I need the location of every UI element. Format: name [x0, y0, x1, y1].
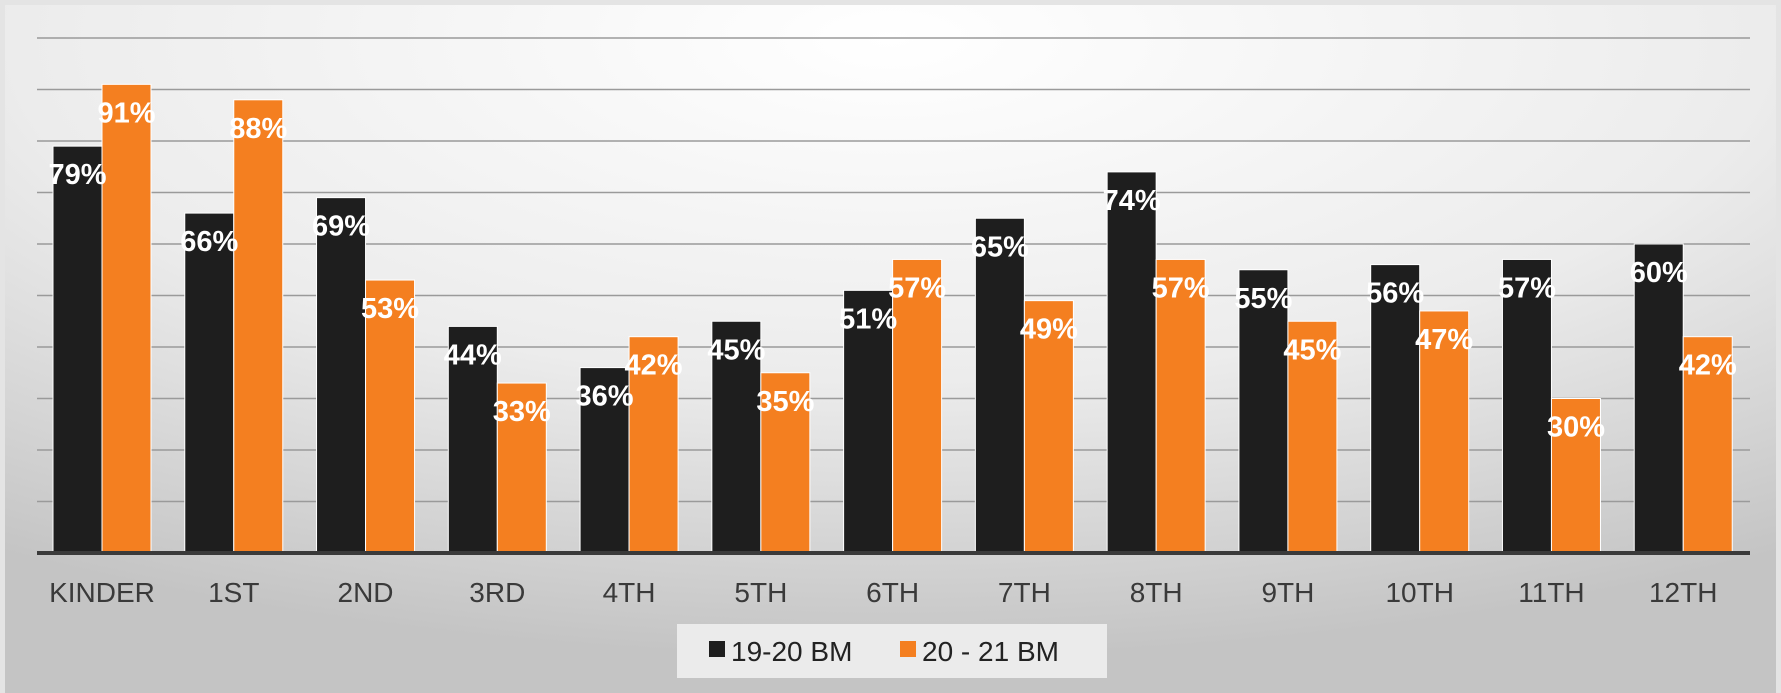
bar-20-21-bm-6th — [892, 258, 943, 554]
bars — [52, 83, 1733, 554]
bar-20-21-bm-kinder — [101, 83, 152, 554]
legend-background — [677, 624, 1107, 678]
bar-19-20-bm-4th — [579, 367, 630, 554]
x-tick-label: 11TH — [1518, 577, 1584, 608]
data-label-19-20-bm-kinder: 79% — [48, 159, 106, 191]
bar-19-20-bm-2nd — [316, 197, 367, 554]
data-label-20-21-bm-kinder: 91% — [97, 97, 155, 129]
legend-swatch-19-20-bm — [709, 641, 725, 657]
data-label-19-20-bm-12th: 60% — [1630, 257, 1688, 289]
legend-label-20-21-bm: 20 - 21 BM — [922, 636, 1059, 667]
data-label-19-20-bm-2nd: 69% — [312, 211, 370, 243]
data-label-20-21-bm-7th: 49% — [1020, 314, 1078, 346]
x-axis-ticks: KINDER 1ST 2ND 3RD 4TH 5TH 6TH 7TH 8TH 9TH 10TH 11T… — [49, 577, 1717, 608]
data-label-19-20-bm-4th: 36% — [576, 381, 634, 413]
legend: 19-20 BM 20 - 21 BM — [677, 624, 1107, 678]
data-label-20-21-bm-8th: 57% — [1152, 272, 1210, 304]
bar-20-21-bm-11th — [1550, 398, 1601, 554]
bar-19-20-bm-3rd — [447, 325, 498, 554]
legend-label-19-20-bm: 19-20 BM — [731, 636, 852, 667]
data-label-19-20-bm-6th: 51% — [839, 303, 897, 335]
bar-20-21-bm-3rd — [496, 382, 547, 554]
data-label-19-20-bm-9th: 55% — [1234, 283, 1292, 315]
data-label-20-21-bm-3rd: 33% — [493, 396, 551, 428]
x-tick-label: 12TH — [1649, 577, 1717, 608]
data-label-20-21-bm-5th: 35% — [756, 386, 814, 418]
x-tick-label: 1ST — [208, 577, 259, 608]
legend-swatch-20-21-bm — [900, 641, 916, 657]
bar-19-20-bm-1st — [184, 212, 235, 554]
bar-19-20-bm-12th — [1633, 243, 1684, 554]
data-label-19-20-bm-3rd: 44% — [444, 339, 502, 371]
x-tick-label: 2ND — [338, 577, 394, 608]
bar-19-20-bm-7th — [974, 217, 1025, 554]
data-label-20-21-bm-1st: 88% — [229, 113, 287, 145]
data-label-20-21-bm-10th: 47% — [1415, 324, 1473, 356]
x-tick-label: 10TH — [1385, 577, 1453, 608]
bar-20-21-bm-1st — [233, 99, 284, 554]
bar-20-21-bm-7th — [1023, 300, 1074, 554]
bar-19-20-bm-8th — [1106, 171, 1157, 554]
data-label-19-20-bm-5th: 45% — [707, 334, 765, 366]
bar-20-21-bm-12th — [1682, 336, 1733, 554]
x-tick-label: 5TH — [734, 577, 787, 608]
data-label-19-20-bm-8th: 74% — [1103, 185, 1161, 217]
bar-19-20-bm-9th — [1238, 269, 1289, 554]
x-tick-label: 6TH — [866, 577, 919, 608]
data-label-19-20-bm-1st: 66% — [180, 226, 238, 258]
data-labels: 79%91%66%88%69%53%44%33% 36%42% 45%35%51%5… — [48, 97, 1736, 443]
data-label-20-21-bm-6th: 57% — [888, 272, 946, 304]
bar-19-20-bm-6th — [843, 289, 894, 554]
bar-19-20-bm-kinder — [52, 145, 103, 554]
bar-20-21-bm-9th — [1287, 320, 1338, 554]
bar-20-21-bm-8th — [1155, 258, 1206, 554]
x-tick-label: 7TH — [998, 577, 1051, 608]
x-tick-label: KINDER — [49, 577, 155, 608]
data-label-20-21-bm-9th: 45% — [1283, 334, 1341, 366]
bar-20-21-bm-4th — [628, 336, 679, 554]
data-label-20-21-bm-4th: 42% — [625, 350, 683, 382]
data-label-19-20-bm-7th: 65% — [971, 231, 1029, 263]
data-label-19-20-bm-11th: 57% — [1498, 272, 1556, 304]
data-label-20-21-bm-12th: 42% — [1679, 350, 1737, 382]
data-label-20-21-bm-11th: 30% — [1547, 412, 1605, 444]
bar-19-20-bm-5th — [711, 320, 762, 554]
x-tick-label: 4TH — [603, 577, 656, 608]
x-tick-label: 3RD — [469, 577, 525, 608]
bar-20-21-bm-5th — [760, 372, 811, 554]
x-tick-label: 9TH — [1261, 577, 1314, 608]
bar-20-21-bm-10th — [1419, 310, 1470, 554]
x-tick-label: 8TH — [1130, 577, 1183, 608]
data-label-20-21-bm-2nd: 53% — [361, 293, 419, 325]
data-label-19-20-bm-10th: 56% — [1366, 278, 1424, 310]
